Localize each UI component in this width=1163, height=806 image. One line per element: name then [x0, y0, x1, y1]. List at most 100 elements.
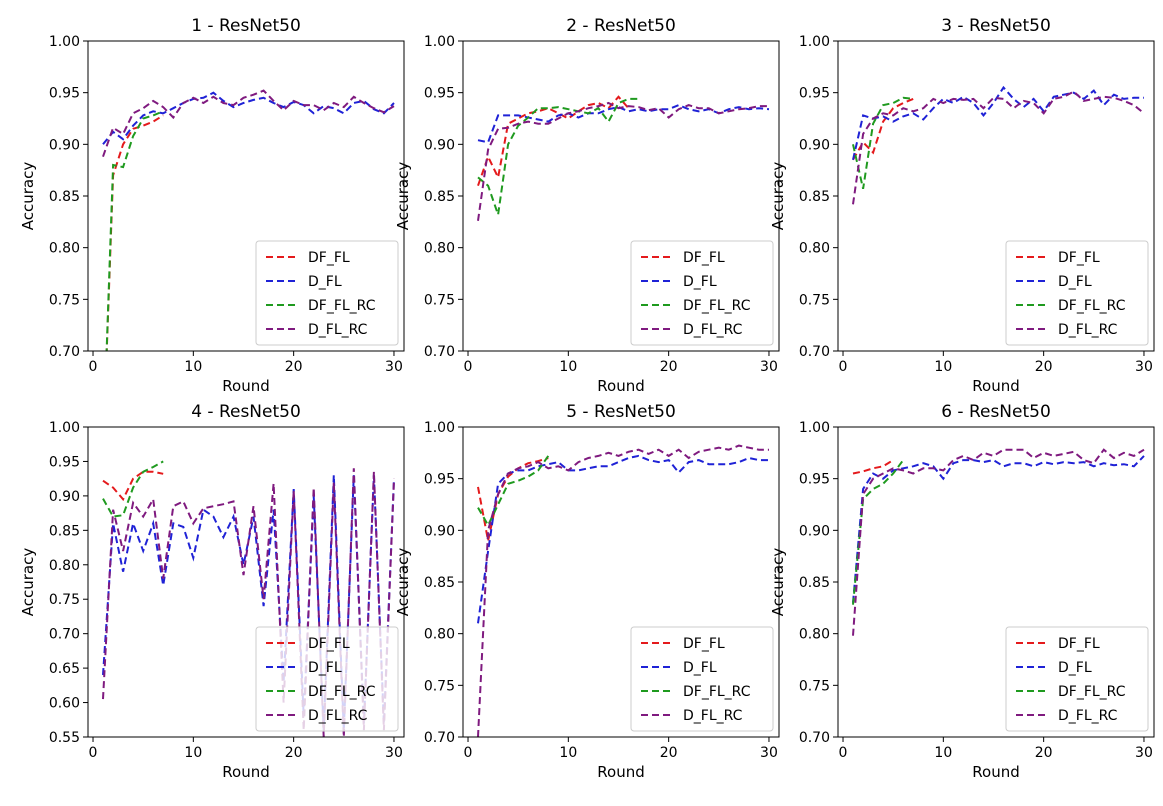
y-tick-label: 0.75: [799, 678, 830, 694]
y-tick-label: 1.00: [49, 420, 80, 436]
y-tick-label: 0.70: [799, 344, 830, 360]
y-tick-label: 0.80: [424, 627, 455, 643]
legend-label: D_FL: [1058, 660, 1092, 676]
legend: DF_FL D_FL DF_FL_RC D_FL_RC: [1005, 626, 1149, 732]
y-tick-label: 0.85: [49, 523, 80, 539]
legend-box: [630, 626, 774, 732]
y-tick-label: 0.70: [424, 344, 455, 360]
y-tick-label: 1.00: [424, 34, 455, 50]
y-tick-label: 1.00: [799, 34, 830, 50]
subplot-6: 6 - ResNet50 0 10 20 30 0.70 0.75 0.80 0.85 0.90 0…: [769, 402, 1155, 781]
x-tick-label: 20: [660, 359, 678, 375]
x-tick-label: 20: [1035, 359, 1053, 375]
legend-label: DF_FL: [1058, 636, 1100, 652]
legend: DF_FL D_FL DF_FL_RC D_FL_RC: [630, 626, 774, 732]
x-tick-label: 10: [559, 359, 577, 375]
y-tick-label: 0.85: [799, 575, 830, 591]
series-line-df-fl: [852, 97, 914, 161]
subplot-5: 5 - ResNet50 0 10 20 30 0.70 0.75 0.80 0.85 0.90 0…: [394, 402, 780, 781]
y-tick-label: 0.95: [799, 472, 830, 488]
y-axis-label: Accuracy: [19, 162, 37, 231]
series-line-df-fl: [477, 95, 630, 187]
legend-label: DF_FL_RC: [1058, 684, 1126, 700]
legend: DF_FL D_FL DF_FL_RC D_FL_RC: [1005, 240, 1149, 346]
y-axis-label: Accuracy: [769, 162, 787, 231]
x-tick-label: 0: [839, 359, 848, 375]
y-tick-label: 0.85: [49, 189, 80, 205]
series-line-d-fl-rc: [852, 90, 1145, 205]
series-line-df-fl: [852, 459, 894, 475]
series-line-df-fl-rc: [477, 97, 639, 215]
legend-label: D_FL: [308, 660, 342, 676]
y-tick-label: 0.90: [49, 489, 80, 505]
legend-label: DF_FL_RC: [1058, 298, 1126, 314]
legend-label: D_FL_RC: [683, 322, 743, 338]
chart-title: 2 - ResNet50: [566, 16, 676, 36]
legend-label: D_FL_RC: [683, 708, 743, 724]
series-line-d-fl: [477, 104, 770, 144]
legend-label: DF_FL: [308, 250, 350, 266]
y-tick-label: 0.60: [49, 696, 80, 712]
series-line-d-fl-rc: [477, 101, 769, 221]
legend-label: DF_FL: [683, 636, 725, 652]
x-tick-label: 0: [89, 745, 98, 761]
y-axis-label: Accuracy: [394, 548, 412, 617]
x-tick-label: 20: [1035, 745, 1053, 761]
y-tick-label: 0.80: [799, 241, 830, 257]
y-tick-label: 0.90: [49, 137, 80, 153]
y-tick-label: 0.90: [424, 137, 455, 153]
legend-label: DF_FL_RC: [683, 298, 751, 314]
y-tick-label: 0.75: [49, 292, 80, 308]
legend-label: D_FL: [683, 660, 717, 676]
x-tick-label: 0: [464, 359, 473, 375]
legend-label: DF_FL: [683, 250, 725, 266]
y-tick-label: 0.95: [49, 454, 80, 470]
y-axis-label: Accuracy: [394, 162, 412, 231]
y-tick-label: 0.70: [799, 730, 830, 746]
series-line-df-fl-rc: [477, 455, 550, 528]
y-tick-label: 0.75: [424, 678, 455, 694]
series-line-d-fl: [477, 454, 769, 624]
series-line-df-fl-rc: [102, 460, 164, 518]
legend-label: D_FL: [308, 274, 342, 290]
x-tick-label: 30: [760, 745, 778, 761]
x-axis-label: Round: [597, 377, 644, 395]
series-line-df-fl: [102, 470, 164, 502]
y-axis-label: Accuracy: [769, 548, 787, 617]
plot-frame: [87, 426, 405, 738]
chart-title: 6 - ResNet50: [941, 402, 1051, 422]
x-tick-label: 20: [285, 745, 303, 761]
y-tick-label: 0.90: [799, 137, 830, 153]
y-tick-label: 0.85: [424, 575, 455, 591]
legend-box: [1005, 240, 1149, 346]
x-axis-label: Round: [597, 763, 644, 781]
y-tick-label: 1.00: [799, 420, 830, 436]
legend-label: D_FL_RC: [1058, 708, 1118, 724]
y-tick-label: 0.95: [49, 86, 80, 102]
x-tick-label: 30: [1135, 359, 1153, 375]
series-line-d-fl-rc: [477, 444, 769, 737]
y-tick-label: 0.70: [49, 344, 80, 360]
chart-title: 5 - ResNet50: [566, 402, 676, 422]
chart-title: 3 - ResNet50: [941, 16, 1051, 36]
y-tick-label: 0.90: [799, 523, 830, 539]
legend-box: [255, 240, 399, 346]
x-tick-label: 30: [760, 359, 778, 375]
subplot-4: 4 - ResNet50 0 10 20 30 0.55 0.60 0.65 0.70 0.75 0…: [19, 402, 405, 781]
y-tick-label: 0.75: [424, 292, 455, 308]
x-axis-label: Round: [972, 377, 1019, 395]
legend: DF_FL D_FL DF_FL_RC D_FL_RC: [255, 626, 399, 732]
legend-box: [255, 626, 399, 732]
legend-label: D_FL: [1058, 274, 1092, 290]
y-tick-label: 0.80: [49, 241, 80, 257]
y-tick-label: 0.75: [49, 592, 80, 608]
y-tick-label: 0.75: [799, 292, 830, 308]
y-tick-label: 0.80: [424, 241, 455, 257]
legend-label: DF_FL_RC: [683, 684, 751, 700]
y-tick-label: 0.85: [424, 189, 455, 205]
chart-title: 1 - ResNet50: [191, 16, 301, 36]
series-line-d-fl: [102, 91, 395, 145]
y-tick-label: 0.70: [49, 627, 80, 643]
x-tick-label: 0: [89, 359, 98, 375]
